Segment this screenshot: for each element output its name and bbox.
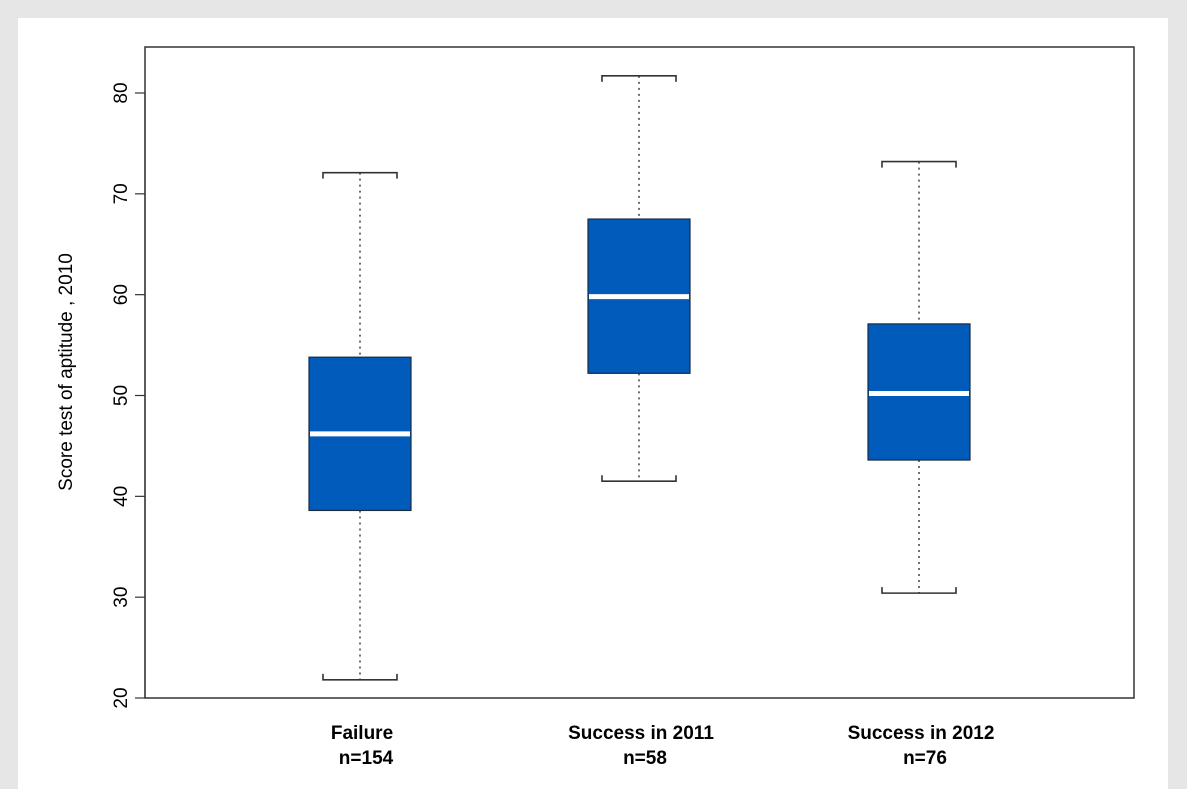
x-category-count: n=76 bbox=[903, 748, 947, 769]
y-tick-label: 20 bbox=[111, 687, 132, 708]
lower-whisker-cap bbox=[881, 587, 957, 594]
lower-whisker-cap bbox=[322, 673, 398, 681]
x-category-count: n=58 bbox=[623, 748, 667, 769]
boxes bbox=[308, 75, 971, 681]
y-tick-label: 50 bbox=[111, 385, 132, 406]
y-tick-label: 70 bbox=[111, 183, 132, 204]
x-axis-labels: Failure n=154 Success in 2011 n=58 Success i… bbox=[331, 723, 995, 769]
lower-whisker-cap bbox=[601, 475, 677, 483]
x-category-count: n=154 bbox=[339, 748, 394, 769]
upper-whisker-cap bbox=[322, 171, 398, 179]
box-group bbox=[587, 75, 691, 483]
y-tick-label: 80 bbox=[111, 82, 132, 103]
box-group bbox=[308, 171, 412, 681]
y-tick-label: 40 bbox=[111, 486, 132, 507]
figure-panel bbox=[18, 18, 1168, 789]
box-group bbox=[867, 160, 971, 594]
upper-whisker-cap bbox=[601, 75, 677, 82]
y-axis: 20 30 40 50 60 70 80 bbox=[111, 82, 146, 709]
y-tick-label: 30 bbox=[111, 587, 132, 608]
upper-whisker-cap bbox=[881, 160, 957, 168]
y-axis-title: Score test of aptitude , 2010 bbox=[56, 253, 77, 491]
x-category-label: Success in 2011 bbox=[568, 723, 714, 744]
x-category-label: Failure bbox=[331, 723, 393, 744]
y-tick-label: 60 bbox=[111, 284, 132, 305]
x-category-label: Success in 2012 bbox=[848, 723, 995, 744]
